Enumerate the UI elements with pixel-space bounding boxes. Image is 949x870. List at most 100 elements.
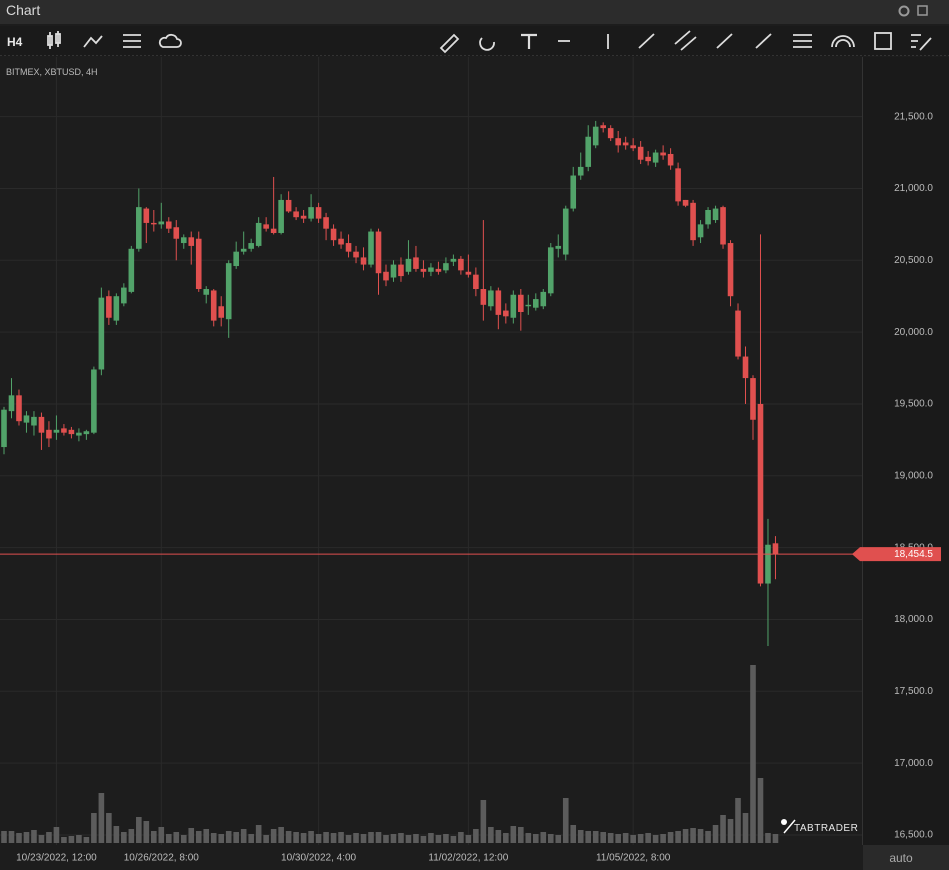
volume-bar	[765, 833, 771, 843]
ray-icon[interactable]	[716, 33, 733, 49]
candle-body	[8, 395, 15, 412]
volume-bar	[510, 826, 517, 843]
volume-bar	[622, 833, 629, 843]
candle-body	[83, 431, 90, 435]
volume-bar	[53, 827, 60, 843]
volume-bar	[525, 833, 532, 843]
candle-body	[443, 263, 449, 271]
volume-bar	[705, 831, 711, 843]
volume-bar	[600, 832, 606, 843]
volume-bar	[772, 834, 779, 843]
maximize-icon[interactable]	[917, 5, 928, 16]
candle-body	[240, 248, 247, 252]
interval-button[interactable]: H4	[7, 35, 23, 49]
volume-bar	[61, 837, 67, 843]
volume-bar	[727, 819, 734, 843]
volume-bar	[8, 831, 15, 843]
volume-bar	[757, 778, 764, 843]
y-tick-label: 18,000.0	[894, 614, 933, 625]
candle-body	[31, 416, 37, 426]
volume-bar	[532, 834, 539, 843]
toolbar	[0, 26, 949, 56]
settings-sliders-icon[interactable]	[123, 34, 141, 48]
candle-body	[660, 152, 666, 156]
watermark-logo-line	[783, 819, 796, 834]
volume-bar	[278, 827, 284, 843]
candle-body	[330, 228, 337, 241]
candle-body	[547, 247, 554, 294]
volume-bar	[495, 830, 502, 843]
candle-body	[525, 304, 532, 307]
volume-bar	[293, 832, 299, 843]
text-icon[interactable]	[521, 33, 537, 49]
volume-bar	[263, 835, 269, 843]
volume-bar	[488, 827, 494, 843]
auto-button-bg[interactable]	[863, 845, 949, 870]
candle-body	[652, 152, 659, 163]
candle-body	[435, 268, 442, 272]
volume-bar	[91, 813, 97, 843]
volume-bar	[637, 834, 644, 843]
volume-bar	[300, 833, 307, 843]
volume-bar	[353, 833, 359, 843]
candles-icon[interactable]	[47, 31, 61, 49]
auto-button[interactable]: auto	[889, 851, 913, 865]
volume-bar	[585, 831, 592, 843]
volume-bar	[330, 833, 337, 843]
candle-body	[465, 271, 472, 275]
volume-bar	[405, 835, 412, 843]
volume-bar	[151, 831, 157, 843]
candle-body	[248, 243, 254, 249]
channel-icon[interactable]	[674, 30, 697, 51]
candle-body	[76, 432, 82, 436]
candle-body	[697, 224, 704, 238]
candle-body	[690, 202, 696, 241]
settings-icon[interactable]	[898, 5, 910, 17]
candle-body	[555, 245, 562, 249]
rect-icon[interactable]	[874, 32, 892, 50]
watermark-logo	[781, 819, 787, 825]
candle-body	[570, 175, 577, 209]
volume-bar	[113, 826, 120, 843]
price-axis	[863, 57, 949, 870]
candle-body	[383, 271, 389, 281]
volume-bar	[555, 835, 562, 843]
candle-body	[622, 142, 629, 146]
candle-body	[667, 153, 674, 166]
candle-body	[600, 125, 606, 129]
candle-body	[757, 403, 764, 584]
volume-bar	[16, 833, 22, 843]
candle-body	[518, 294, 524, 313]
volume-bar	[218, 834, 225, 843]
volume-bar	[76, 835, 82, 843]
y-tick-label: 21,000.0	[894, 183, 933, 194]
cloud-icon[interactable]	[158, 33, 182, 48]
last-price-tag	[852, 547, 941, 562]
trend-icon[interactable]	[638, 33, 655, 49]
fib-icon[interactable]	[793, 34, 812, 48]
candle-body	[742, 356, 749, 379]
magnet-icon[interactable]	[479, 37, 495, 51]
arc-icon[interactable]	[831, 35, 855, 48]
x-tick-label: 10/26/2022, 8:00	[124, 853, 200, 864]
candle-body	[592, 126, 599, 146]
candle-body	[61, 428, 67, 433]
ruler-icon[interactable]	[439, 33, 460, 54]
volume-bar	[128, 829, 135, 843]
volume-bar	[742, 813, 749, 843]
volume-bar	[323, 832, 329, 843]
indicators-icon[interactable]	[83, 35, 103, 48]
volume-bar	[46, 832, 52, 843]
volume-bar	[503, 833, 509, 843]
candle-body	[712, 208, 719, 221]
volume-bar	[180, 835, 187, 843]
extended-icon[interactable]	[755, 33, 772, 49]
volume-bar	[450, 836, 457, 843]
volume-bar	[368, 832, 374, 843]
candle-body	[293, 211, 299, 218]
candle-body	[195, 238, 202, 290]
volume-bar	[592, 831, 599, 843]
candle-body	[345, 243, 352, 252]
edit-icon[interactable]	[911, 34, 932, 51]
candle-body	[750, 378, 756, 420]
